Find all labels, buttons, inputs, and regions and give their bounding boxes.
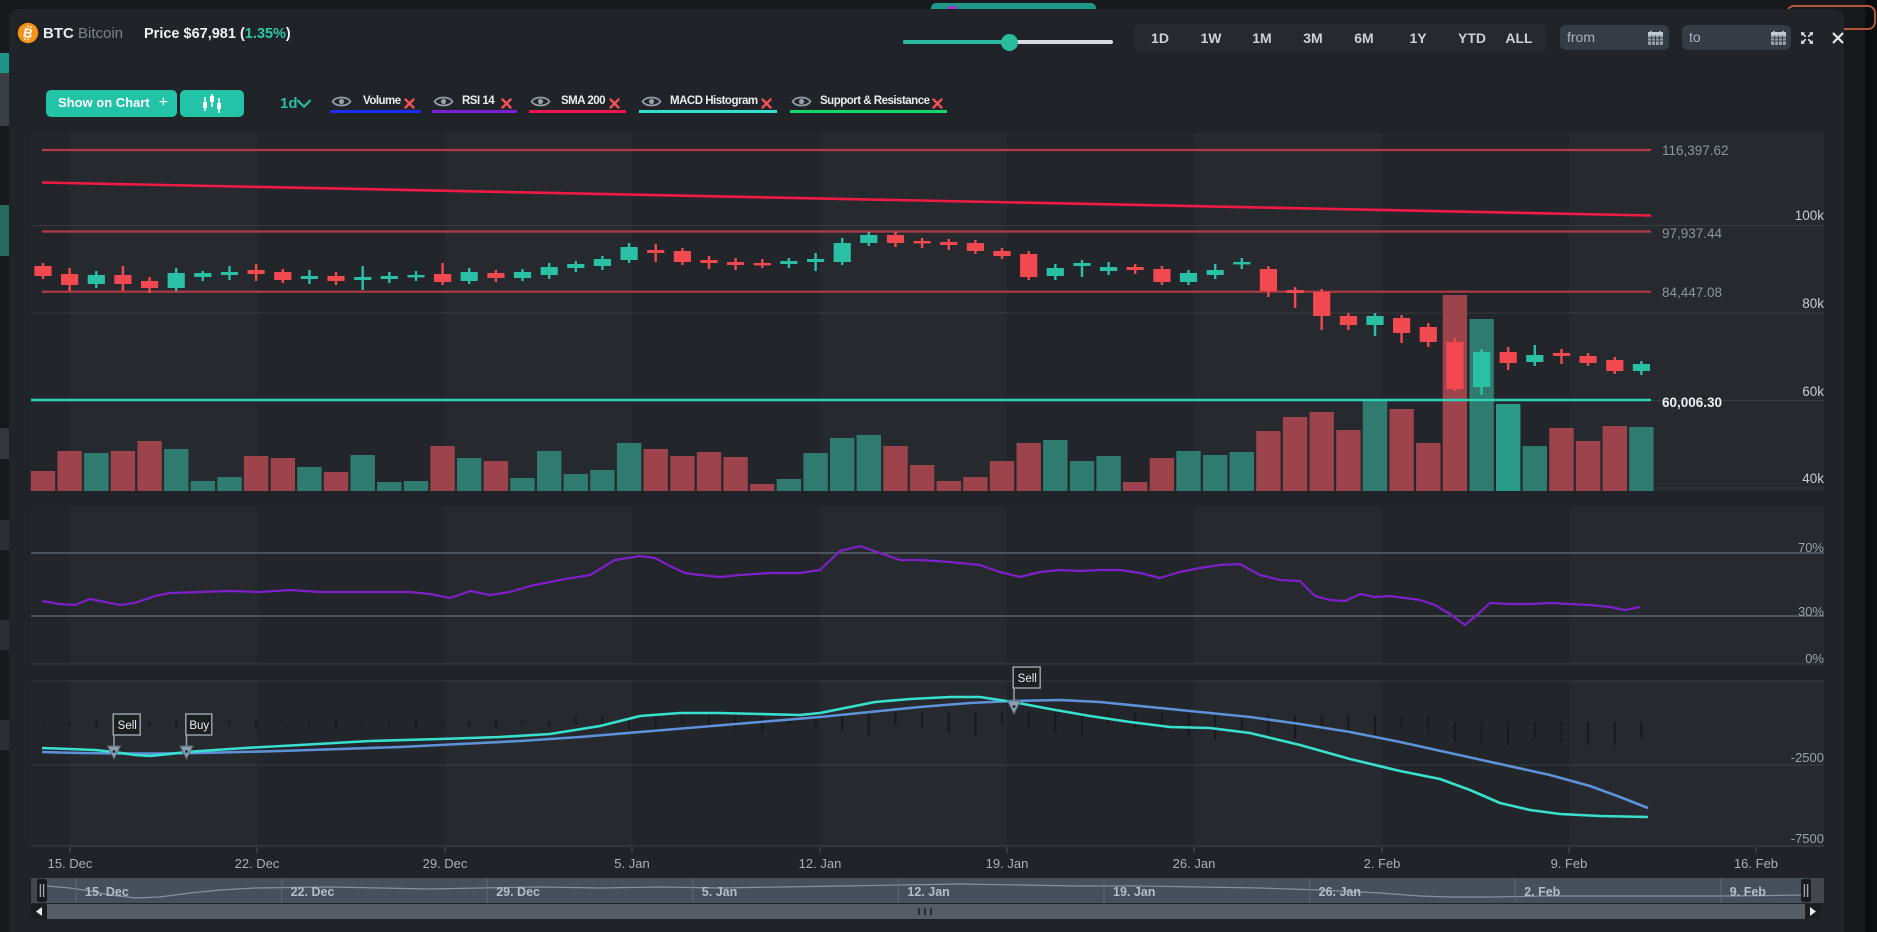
svg-text:0%: 0% xyxy=(1805,651,1824,666)
svg-text:-7500: -7500 xyxy=(1791,831,1824,846)
svg-text:26. Jan: 26. Jan xyxy=(1173,856,1216,871)
svg-text:84,447.08: 84,447.08 xyxy=(1662,285,1722,300)
svg-text:B: B xyxy=(22,25,35,42)
svg-text:97,937.44: 97,937.44 xyxy=(1662,226,1723,241)
svg-text:22. Dec: 22. Dec xyxy=(291,885,335,899)
svg-text:Sell: Sell xyxy=(1018,673,1037,685)
svg-text:9. Feb: 9. Feb xyxy=(1730,885,1766,899)
svg-text:29. Dec: 29. Dec xyxy=(423,856,468,871)
svg-text:116,397.62: 116,397.62 xyxy=(1662,143,1729,158)
svg-text:12. Jan: 12. Jan xyxy=(907,885,949,899)
svg-text:16. Feb: 16. Feb xyxy=(1734,856,1778,871)
svg-text:22. Dec: 22. Dec xyxy=(235,856,280,871)
svg-text:9. Feb: 9. Feb xyxy=(1551,856,1588,871)
svg-text:29. Dec: 29. Dec xyxy=(496,885,540,899)
svg-text:-2500: -2500 xyxy=(1791,750,1824,765)
svg-text:Buy: Buy xyxy=(189,720,209,732)
svg-text:2. Feb: 2. Feb xyxy=(1364,856,1401,871)
svg-text:Sell: Sell xyxy=(118,720,137,732)
svg-text:15. Dec: 15. Dec xyxy=(85,885,129,899)
svg-text:30%: 30% xyxy=(1798,604,1824,619)
svg-text:19. Jan: 19. Jan xyxy=(1113,885,1155,899)
svg-text:26. Jan: 26. Jan xyxy=(1319,885,1361,899)
svg-text:40k: 40k xyxy=(1802,471,1824,486)
svg-text:19. Jan: 19. Jan xyxy=(986,856,1029,871)
svg-text:60k: 60k xyxy=(1802,384,1824,399)
svg-text:70%: 70% xyxy=(1798,540,1824,555)
svg-text:60,006.30: 60,006.30 xyxy=(1662,395,1722,410)
svg-text:80k: 80k xyxy=(1802,296,1824,311)
svg-text:5. Jan: 5. Jan xyxy=(614,856,649,871)
svg-text:12. Jan: 12. Jan xyxy=(799,856,842,871)
svg-text:2. Feb: 2. Feb xyxy=(1524,885,1560,899)
svg-text:5. Jan: 5. Jan xyxy=(702,885,737,899)
svg-text:100k: 100k xyxy=(1795,208,1825,223)
svg-text:15. Dec: 15. Dec xyxy=(48,856,93,871)
